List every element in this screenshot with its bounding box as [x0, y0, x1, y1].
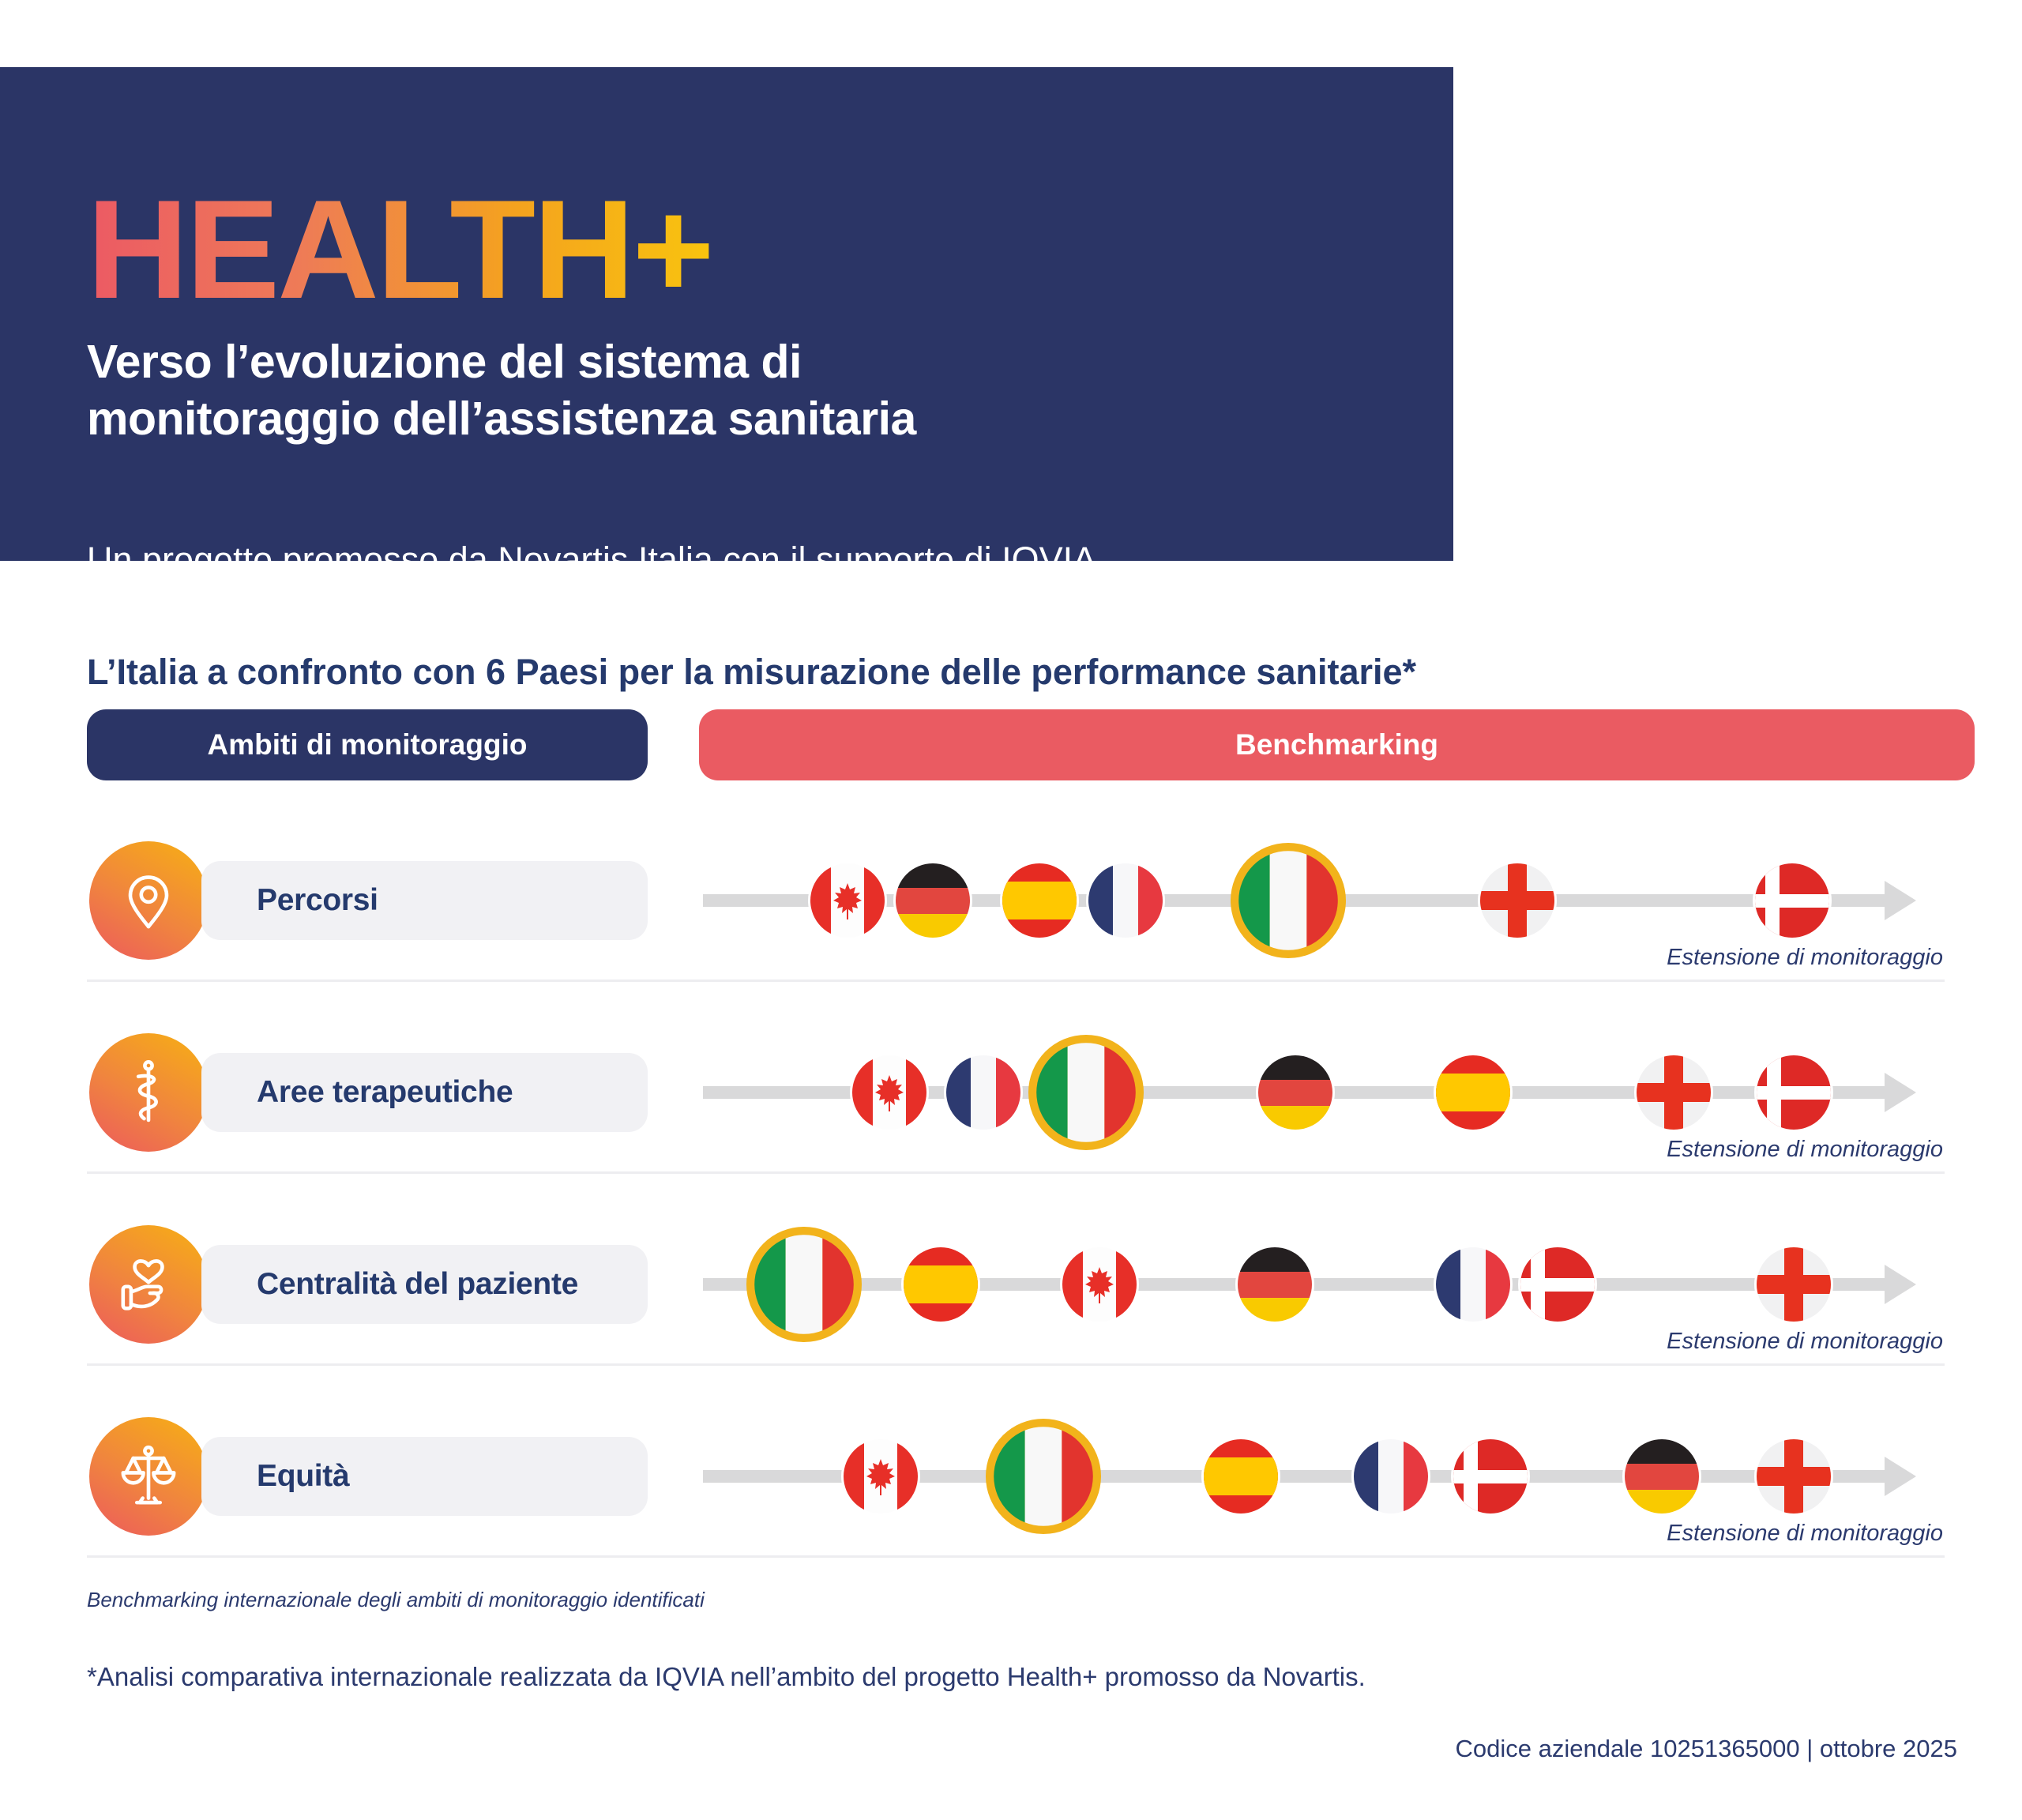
france-flag-icon	[1351, 1437, 1430, 1516]
axis-label: Estensione di monitoraggio	[1667, 945, 1943, 970]
spain-flag-icon	[901, 1245, 980, 1324]
germany-flag-icon	[1235, 1245, 1314, 1324]
italy-flag-icon	[1028, 1035, 1144, 1150]
spain-flag-icon	[1201, 1437, 1280, 1516]
england-flag-icon	[1754, 1437, 1833, 1516]
canada-flag-icon	[808, 861, 887, 940]
balance-scales-icon	[89, 1417, 208, 1536]
analysis-footnote: *Analisi comparativa internazionale real…	[87, 1662, 1366, 1691]
flag-track	[0, 1189, 2022, 1381]
england-flag-icon	[1634, 1053, 1713, 1132]
denmark-flag-icon	[1518, 1245, 1597, 1324]
row-label-pill: Aree terapeutiche	[201, 1053, 648, 1132]
benchmark-row: Aree terapeutiche	[0, 997, 2022, 1189]
germany-flag-icon	[1256, 1053, 1335, 1132]
row-separator	[87, 1363, 1945, 1366]
canada-flag-icon	[1060, 1245, 1139, 1324]
benchmark-row: Centralità del paziente	[0, 1189, 2022, 1381]
canada-flag-icon	[841, 1437, 920, 1516]
benchmark-row: Equità	[0, 1381, 2022, 1573]
germany-flag-icon	[1622, 1437, 1701, 1516]
page-title-line1: Verso l’evoluzione del sistema di	[87, 336, 802, 388]
denmark-flag-icon	[1753, 861, 1832, 940]
hand-heart-icon	[89, 1225, 208, 1344]
row-label: Percorsi	[257, 883, 378, 917]
france-flag-icon	[944, 1053, 1023, 1132]
benchmark-rows: Percorsi	[0, 805, 2022, 1573]
spain-flag-icon	[1000, 861, 1079, 940]
germany-flag-icon	[893, 861, 972, 940]
canada-flag-icon	[850, 1053, 929, 1132]
company-code-line: Codice aziendale 10251365000 | ottobre 2…	[1455, 1735, 1957, 1762]
row-label-pill: Centralità del paziente	[201, 1245, 648, 1324]
benchmark-row: Percorsi	[0, 805, 2022, 997]
flag-track	[0, 1381, 2022, 1573]
ambiti-di-monitoraggio-pill: Ambiti di monitoraggio	[87, 709, 648, 780]
page-title-line2: monitoraggio dell’assistenza sanitaria	[87, 392, 916, 445]
france-flag-icon	[1086, 861, 1165, 940]
page-subtitle: Un progetto promosso da Novartis Italia …	[87, 540, 1097, 580]
row-label: Equità	[257, 1459, 350, 1493]
row-label: Aree terapeutiche	[257, 1075, 513, 1109]
location-pin-icon	[89, 841, 208, 960]
italy-flag-icon	[986, 1419, 1101, 1534]
page-title: Verso l’evoluzione del sistema di monito…	[87, 334, 916, 448]
spain-flag-icon	[1434, 1053, 1513, 1132]
italy-flag-icon	[746, 1227, 862, 1342]
benchmark-arrow-head	[1885, 1265, 1916, 1304]
section-heading: L’Italia a confronto con 6 Paesi per la …	[87, 652, 1417, 693]
benchmark-arrow-head	[1885, 881, 1916, 920]
flag-track	[0, 997, 2022, 1189]
benchmark-arrow-head	[1885, 1073, 1916, 1112]
health-plus-logo: HEALTH+	[87, 171, 715, 328]
hero-banner: HEALTH+ Verso l’evoluzione del sistema d…	[0, 67, 1453, 580]
england-flag-icon	[1754, 1245, 1833, 1324]
benchmark-footnote: Benchmarking internazionale degli ambiti…	[87, 1588, 705, 1611]
benchmark-arrow-head	[1885, 1457, 1916, 1496]
france-flag-icon	[1434, 1245, 1513, 1324]
axis-label: Estensione di monitoraggio	[1667, 1329, 1943, 1354]
asclepius-rod-icon	[89, 1033, 208, 1152]
row-label-pill: Percorsi	[201, 861, 648, 940]
benchmarking-pill: Benchmarking	[699, 709, 1975, 780]
row-label: Centralità del paziente	[257, 1267, 579, 1301]
axis-label: Estensione di monitoraggio	[1667, 1521, 1943, 1546]
row-label-pill: Equità	[201, 1437, 648, 1516]
axis-label: Estensione di monitoraggio	[1667, 1137, 1943, 1162]
row-separator	[87, 1171, 1945, 1174]
england-flag-icon	[1478, 861, 1557, 940]
row-separator	[87, 1555, 1945, 1558]
italy-flag-icon	[1231, 843, 1346, 958]
row-separator	[87, 980, 1945, 982]
denmark-flag-icon	[1451, 1437, 1530, 1516]
flag-track	[0, 805, 2022, 997]
denmark-flag-icon	[1754, 1053, 1833, 1132]
